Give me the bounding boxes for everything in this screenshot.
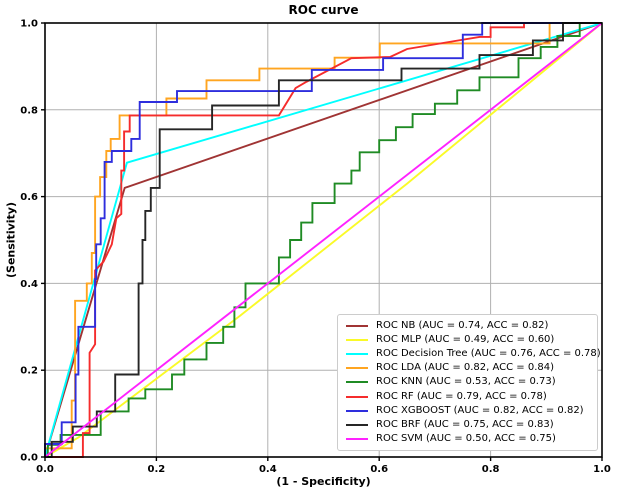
y-tick-label: 0.0	[20, 453, 38, 464]
legend-label: ROC BRF (AUC = 0.75, ACC = 0.83)	[376, 418, 554, 430]
x-tick-label: 0.0	[36, 464, 54, 475]
x-axis-label: (1 - Specificity)	[276, 475, 371, 488]
legend-label: ROC LDA (AUC = 0.82, ACC = 0.84)	[376, 362, 555, 374]
legend-item-svm: ROC SVM (AUC = 0.50, ACC = 0.75)	[346, 432, 589, 444]
y-tick-label: 1.0	[20, 19, 38, 30]
legend-label: ROC RF (AUC = 0.79, ACC = 0.78)	[376, 390, 547, 402]
legend-item-knn: ROC KNN (AUC = 0.53, ACC = 0.73)	[346, 377, 589, 387]
y-tick-label: 0.8	[20, 105, 38, 116]
legend-line-swatch	[346, 339, 368, 342]
legend-item-brf: ROC BRF (AUC = 0.75, ACC = 0.83)	[346, 418, 589, 430]
legend-item-lda: ROC LDA (AUC = 0.82, ACC = 0.84)	[346, 363, 589, 373]
legend-item-rf: ROC RF (AUC = 0.79, ACC = 0.78)	[346, 390, 589, 402]
x-tick-label: 0.8	[482, 464, 500, 475]
legend-item-decision-tree: ROC Decision Tree (AUC = 0.76, ACC = 0.7…	[346, 349, 601, 359]
chart-title: ROC curve	[288, 3, 359, 17]
roc-curve-brf	[45, 22, 602, 458]
y-tick-label: 0.4	[20, 279, 38, 290]
legend-label: ROC KNN (AUC = 0.53, ACC = 0.73)	[376, 376, 556, 388]
y-tick-label: 0.6	[20, 192, 38, 203]
legend-line-swatch	[346, 367, 368, 370]
roc-curve-decision-tree	[44, 22, 603, 458]
legend: ROC NB (AUC = 0.74, ACC = 0.82) ROC MLP (…	[337, 314, 601, 451]
x-tick-label: 0.2	[148, 464, 166, 475]
x-tick-label: 0.6	[370, 464, 388, 475]
legend-label: ROC Decision Tree (AUC = 0.76, ACC = 0.7…	[376, 348, 601, 360]
legend-label: ROC XGBOOST (AUC = 0.82, ACC = 0.82)	[376, 404, 584, 416]
roc-curve-xgboost	[44, 22, 602, 457]
x-tick-label: 1.0	[593, 464, 611, 475]
legend-line-swatch	[346, 381, 368, 384]
legend-label: ROC NB (AUC = 0.74, ACC = 0.82)	[376, 320, 549, 332]
roc-curve-svm	[44, 22, 603, 458]
legend-item-nb: ROC NB (AUC = 0.74, ACC = 0.82)	[346, 321, 589, 331]
legend-line-swatch	[346, 423, 368, 426]
roc-curve-lda	[44, 22, 602, 457]
y-axis-label: (Sensitivity)	[4, 202, 18, 278]
legend-item-xgboost: ROC XGBOOST (AUC = 0.82, ACC = 0.82)	[346, 404, 589, 416]
roc-curve-knn	[45, 22, 602, 458]
x-tick-label: 0.4	[259, 464, 277, 475]
legend-line-swatch	[346, 325, 368, 328]
roc-curve-rf	[45, 22, 602, 458]
plot-border	[44, 22, 603, 458]
legend-label: ROC MLP (AUC = 0.49, ACC = 0.60)	[376, 334, 555, 346]
legend-label: ROC SVM (AUC = 0.50, ACC = 0.75)	[376, 432, 556, 444]
legend-line-swatch	[346, 409, 368, 412]
legend-line-swatch	[346, 395, 368, 398]
roc-curve-nb	[44, 22, 603, 458]
legend-item-mlp: ROC MLP (AUC = 0.49, ACC = 0.60)	[346, 335, 589, 345]
y-tick-label: 0.2	[20, 366, 38, 377]
roc-curve-mlp	[44, 22, 603, 458]
legend-line-swatch	[346, 437, 368, 440]
legend-line-swatch	[346, 353, 368, 356]
